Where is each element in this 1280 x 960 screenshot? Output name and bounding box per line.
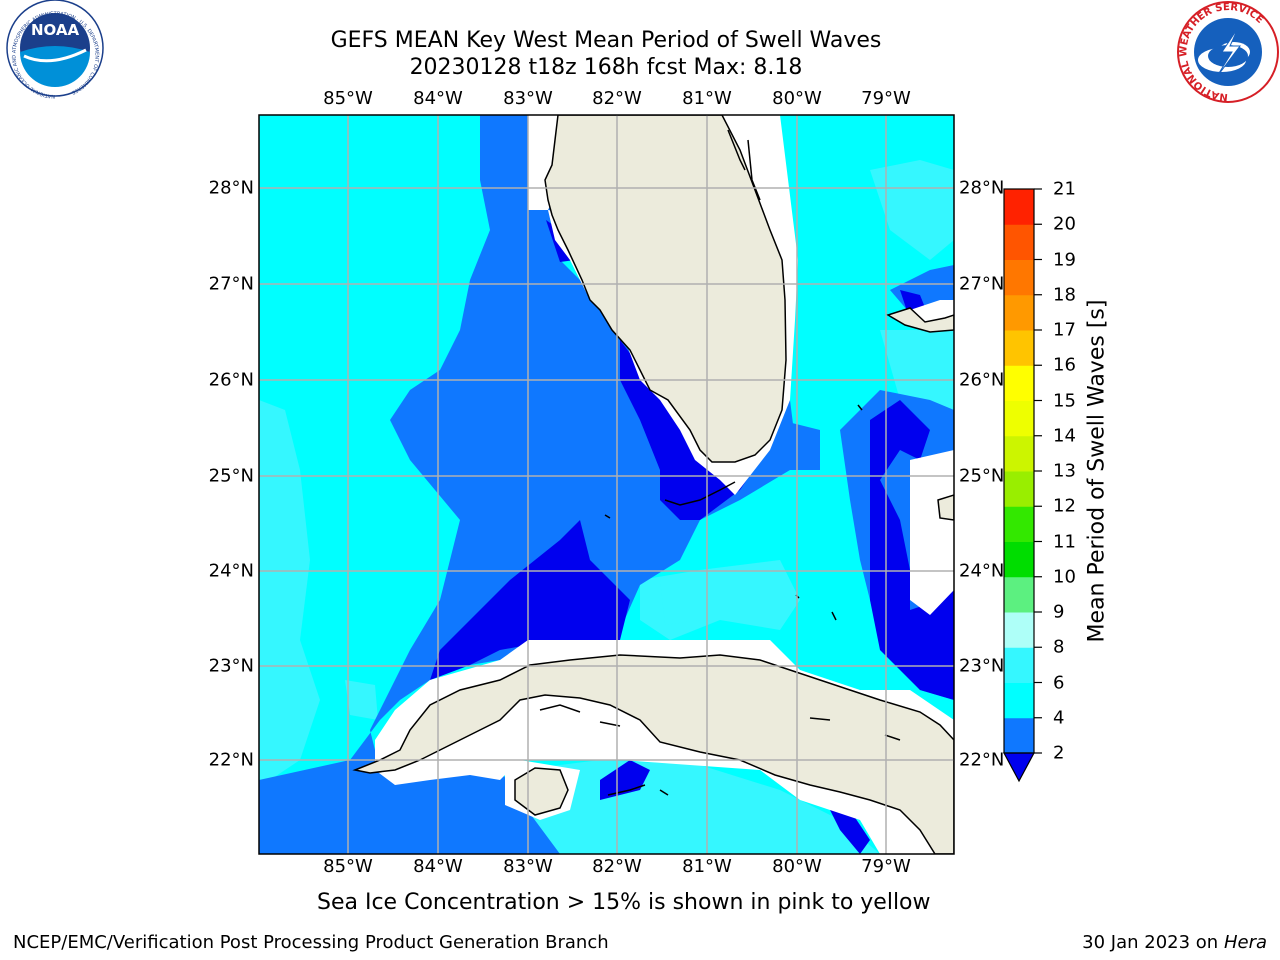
bahamas-grand-bahama [886, 307, 954, 333]
lat-label-right: 23°N [959, 655, 1005, 677]
colorbar-tick-label: 11 [1053, 531, 1076, 552]
colorbar-bin [1004, 294, 1034, 331]
colorbar-tick-label: 6 [1053, 672, 1065, 693]
footer-date: 30 Jan 2023 on Hera [1082, 932, 1267, 953]
lon-label-bottom: 80°W [772, 856, 822, 877]
colorbar-bin [1004, 717, 1034, 754]
lat-label-left: 24°N [208, 560, 254, 582]
colorbar-bin [1004, 435, 1034, 472]
lat-label-right: 26°N [959, 369, 1005, 391]
map-frame [258, 114, 955, 855]
colorbar-bin [1004, 576, 1034, 613]
footer-machine: Hera [1223, 932, 1267, 953]
colorbar-bin [1004, 612, 1034, 648]
colorbar-bin [1004, 471, 1034, 507]
lon-label-top: 80°W [772, 88, 822, 109]
florida-peninsula [544, 115, 787, 463]
lon-label-top: 79°W [861, 88, 911, 109]
colorbar-tick-label: 10 [1053, 566, 1076, 588]
colorbar-bin [1004, 189, 1034, 225]
lat-label-right: 24°N [959, 560, 1005, 582]
colorbar-tick-label: 9 [1053, 601, 1065, 623]
lat-label-right: 28°N [959, 177, 1005, 199]
footer-credit: NCEP/EMC/Verification Post Processing Pr… [13, 932, 609, 953]
colorbar-bin [1004, 330, 1034, 366]
colorbar-tick-label: 13 [1053, 460, 1076, 482]
noaa-logo: NOAA NATIONAL OCEANIC AND ATMOSPHERIC AD… [6, 0, 104, 99]
swell-6-8-regions [259, 160, 954, 854]
lat-label-left: 26°N [208, 369, 254, 391]
lat-label-left: 22°N [208, 749, 254, 771]
colorbar-tick-label: 8 [1053, 636, 1065, 658]
lon-label-top: 83°W [503, 88, 553, 109]
lon-label-top: 81°W [682, 88, 732, 109]
lat-label-left: 25°N [208, 465, 254, 487]
colorbar-bin [1004, 365, 1034, 401]
colorbar-tick-label: 20 [1053, 213, 1076, 235]
bahamas-andros [937, 494, 954, 521]
colorbar-bin [1004, 259, 1034, 296]
colorbar-tick-label: 16 [1053, 354, 1076, 376]
colorbar-bin [1004, 541, 1034, 578]
cuba [352, 654, 954, 854]
lon-label-bottom: 83°W [503, 856, 553, 877]
colorbar-bin [1004, 400, 1034, 437]
lon-label-top: 85°W [323, 88, 373, 109]
lon-label-bottom: 79°W [861, 856, 911, 877]
colorbar-title: Mean Period of Swell Waves [s] [1084, 299, 1110, 643]
colorbar-tick-label: 4 [1053, 707, 1065, 729]
map-grid [259, 115, 954, 854]
colorbar-tick-label: 2 [1053, 742, 1065, 764]
colorbar [1002, 188, 1042, 783]
lon-label-top: 82°W [592, 88, 642, 109]
colorbar-under-arrow [1002, 752, 1036, 783]
colorbar-bin [1004, 506, 1034, 542]
lon-label-bottom: 84°W [413, 856, 463, 877]
colorbar-tick-label: 14 [1053, 425, 1076, 447]
lon-label-top: 84°W [413, 88, 463, 109]
lat-label-left: 23°N [208, 655, 254, 677]
lat-label-right: 27°N [959, 273, 1005, 295]
colorbar-tick-label: 19 [1053, 249, 1076, 270]
lat-label-left: 28°N [208, 177, 254, 199]
map-plot-area [259, 115, 954, 854]
colorbar-tick-label: 15 [1053, 390, 1076, 411]
lon-label-bottom: 82°W [592, 856, 642, 877]
colorbar-tick-label: 12 [1053, 495, 1076, 517]
lon-label-bottom: 85°W [323, 856, 373, 877]
svg-text:NOAA: NOAA [31, 21, 80, 39]
sea-ice-note: Sea Ice Concentration > 15% is shown in … [317, 890, 931, 915]
figure-subtitle: 20230128 t18z 168h fcst Max: 8.18 [409, 55, 803, 80]
colorbar-bin [1004, 647, 1034, 683]
figure-title: GEFS MEAN Key West Mean Period of Swell … [330, 28, 882, 53]
lat-label-right: 25°N [959, 465, 1005, 487]
lat-label-left: 27°N [208, 273, 254, 295]
colorbar-tick-label: 17 [1053, 319, 1076, 341]
colorbar-bin [1004, 224, 1034, 260]
lat-label-right: 22°N [959, 749, 1005, 771]
colorbar-bin [1004, 682, 1034, 719]
lon-label-bottom: 81°W [682, 856, 732, 877]
footer-date-text: 30 Jan 2023 on [1082, 932, 1219, 953]
colorbar-tick-label: 18 [1053, 284, 1076, 306]
nws-logo: NATIONAL WEATHER SERVICE [1177, 1, 1279, 103]
colorbar-tick-label: 21 [1053, 178, 1076, 200]
